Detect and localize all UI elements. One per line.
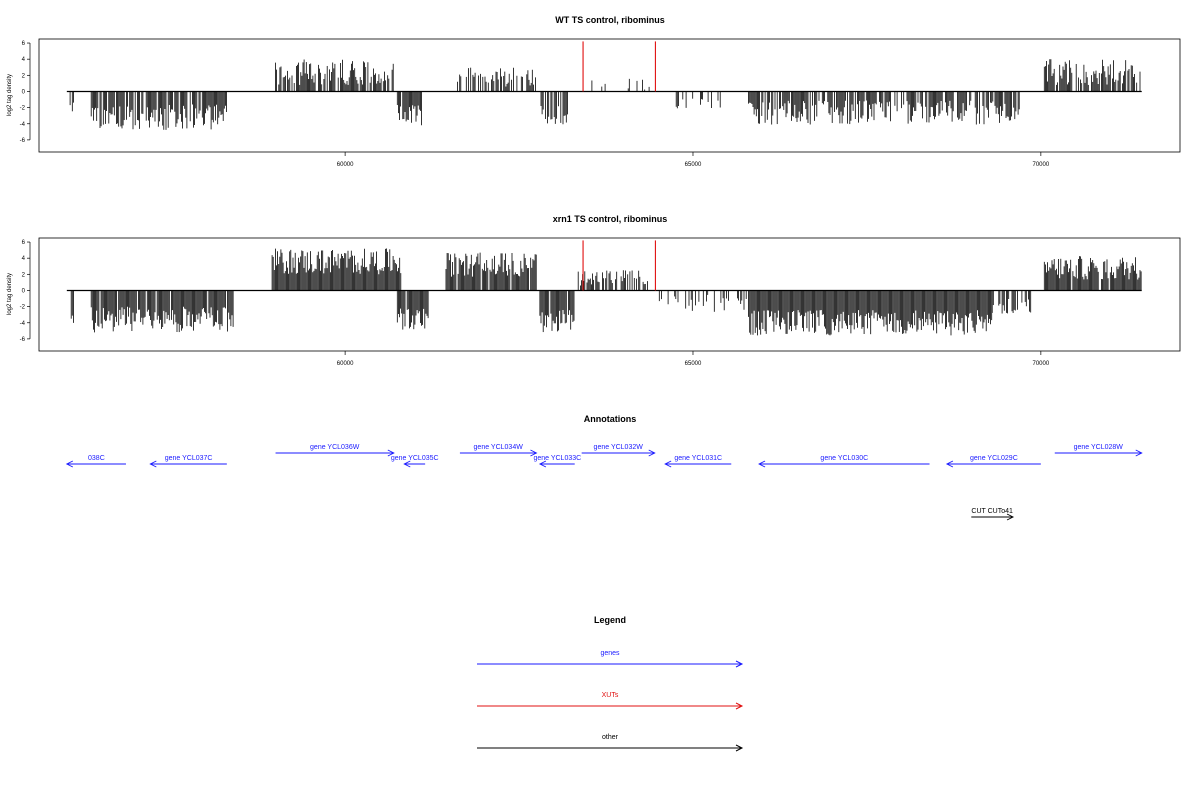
feature-arrow-head — [387, 449, 395, 457]
legend-label: genes — [600, 650, 620, 657]
xrn1-x-tick-label: 70000 — [1033, 361, 1050, 367]
xrn1-y-tick-label: -2 — [20, 305, 26, 311]
wt-x-tick-label: 65000 — [685, 162, 702, 168]
annotation-feature: gene YCL030C — [758, 455, 930, 468]
annotations-title: Annotations — [584, 414, 637, 424]
wt-x-tick-label: 60000 — [337, 162, 354, 168]
feature-label: gene YCL032W — [594, 444, 644, 451]
xrn1-x-tick-label: 65000 — [685, 361, 702, 367]
feature-arrow-head — [538, 460, 547, 468]
legend-items: genes XUTs other — [477, 650, 744, 752]
wt-y-axis-label: log2 tag density — [7, 74, 13, 116]
annotation-feature: gene YCL028W — [1054, 444, 1143, 457]
xrn1-y-tick-label: -6 — [20, 337, 26, 343]
annotations-track: Annotations 038C gene YCL037C gene YCL036W… — [65, 414, 1143, 521]
feature-arrow-head — [530, 449, 538, 457]
legend-arrow-head — [735, 702, 744, 710]
xrn1-panel-title: xrn1 TS control, ribominus — [553, 214, 668, 224]
feature-label: gene YCL034W — [474, 444, 524, 451]
feature-label: gene YCL033C — [533, 455, 581, 462]
xrn1-y-tick-label: 0 — [22, 288, 26, 294]
feature-label: gene YCL031C — [674, 455, 722, 462]
xrn1-bars — [66, 240, 1142, 336]
wt-y-tick-label: -2 — [20, 106, 26, 112]
feature-arrow-head — [403, 460, 411, 468]
feature-arrow-head — [1135, 449, 1143, 457]
wt-plot-frame — [38, 38, 1181, 153]
feature-label: 038C — [88, 455, 105, 462]
annotation-feature: gene YCL029C — [945, 455, 1041, 468]
wt-panel: WT TS control, ribominus log2 tag densit… — [7, 15, 1181, 168]
wt-x-tick-label: 70000 — [1033, 162, 1050, 168]
annotation-feature: gene YCL033C — [533, 455, 581, 468]
annotation-feature: gene YCL035C — [391, 455, 439, 468]
feature-label: gene YCL037C — [165, 455, 213, 462]
wt-x-axis: 60000 65000 70000 — [337, 152, 1050, 168]
wt-y-tick-label: 0 — [22, 89, 26, 95]
xrn1-x-tick-label: 60000 — [337, 361, 354, 367]
feature-label: CUT CUTo41 — [971, 508, 1013, 515]
feature-label: gene YCL028W — [1074, 444, 1124, 451]
legend-arrow-head — [735, 744, 744, 752]
legend-arrow-head — [735, 660, 744, 668]
wt-y-tick-label: 2 — [22, 73, 26, 79]
feature-arrow-head — [664, 460, 672, 468]
feature-label: gene YCL035C — [391, 455, 439, 462]
wt-y-axis: -6 -4 -2 0 2 4 6 — [20, 41, 31, 144]
feature-arrow-head — [945, 460, 954, 468]
feature-label: gene YCL030C — [820, 455, 868, 462]
feature-label: gene YCL036W — [310, 444, 360, 451]
annotation-feature: gene YCL032W — [581, 444, 656, 457]
wt-panel-title: WT TS control, ribominus — [555, 15, 665, 25]
wt-bars — [66, 41, 1142, 130]
xrn1-y-axis-label: log2 tag density — [7, 273, 13, 315]
xrn1-x-axis: 60000 65000 70000 — [337, 351, 1050, 367]
annotation-feature: 038C — [65, 455, 126, 468]
wt-y-tick-label: -4 — [20, 122, 26, 128]
feature-arrow-head — [648, 449, 656, 457]
annotation-feature: CUT CUTo41 — [971, 508, 1015, 521]
xrn1-y-tick-label: -4 — [20, 321, 26, 327]
legend-item: genes — [477, 650, 744, 668]
feature-arrow-head — [758, 460, 766, 468]
annotation-feature: gene YCL034W — [459, 444, 538, 457]
wt-y-tick-label: 4 — [22, 57, 26, 63]
legend-label: XUTs — [602, 692, 619, 699]
xrn1-y-tick-label: 4 — [22, 256, 26, 262]
annotation-feature: gene YCL036W — [275, 444, 395, 457]
legend-item: XUTs — [477, 692, 744, 710]
feature-label: gene YCL029C — [970, 455, 1018, 462]
annotation-feature: gene YCL037C — [149, 455, 227, 468]
annotation-feature: gene YCL031C — [664, 455, 732, 468]
xrn1-y-axis: -6 -4 -2 0 2 4 6 — [20, 240, 31, 343]
legend-item: other — [477, 734, 744, 752]
xrn1-plot-frame — [38, 237, 1181, 352]
xrn1-y-tick-label: 6 — [22, 240, 26, 246]
wt-y-tick-label: 6 — [22, 41, 26, 47]
xrn1-panel: xrn1 TS control, ribominus log2 tag dens… — [7, 214, 1181, 367]
annotation-features: 038C gene YCL037C gene YCL036W gene YCL035C… — [65, 444, 1143, 521]
legend: Legend genes XUTs other — [477, 615, 744, 752]
legend-title: Legend — [594, 615, 626, 625]
legend-label: other — [602, 734, 619, 741]
feature-arrow-head — [65, 460, 74, 468]
feature-arrow-head — [1006, 513, 1015, 521]
xrn1-y-tick-label: 2 — [22, 272, 26, 278]
feature-arrow-head — [149, 460, 157, 468]
wt-y-tick-label: -6 — [20, 138, 26, 144]
